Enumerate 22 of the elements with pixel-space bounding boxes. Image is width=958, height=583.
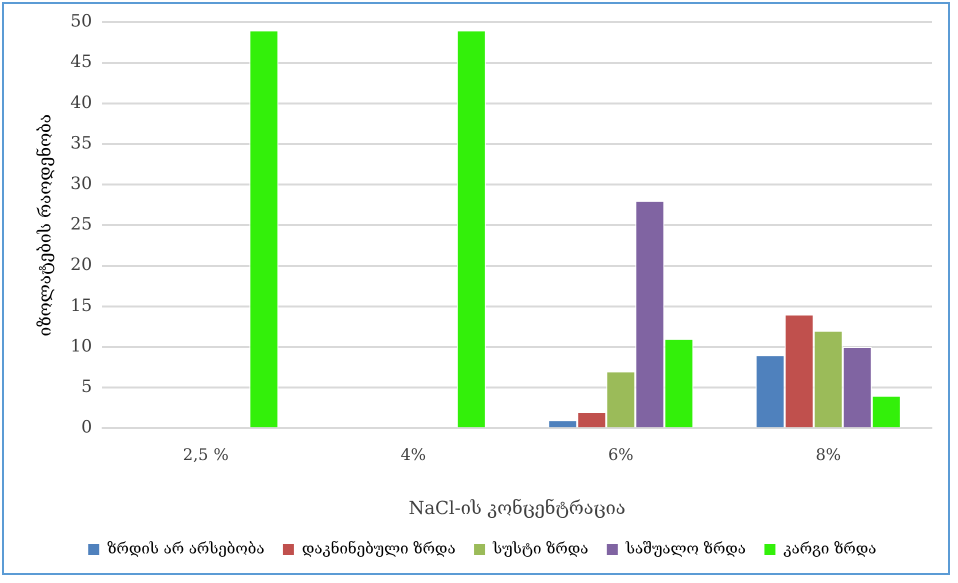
- y-tick-label: 25: [70, 214, 92, 235]
- y-axis-title: იზოლატების რაოდენობა: [36, 114, 56, 336]
- y-tick-label: 20: [70, 255, 92, 276]
- y-tick-label: 30: [70, 174, 92, 194]
- y-tick-label: 0: [81, 418, 92, 438]
- legend-label: დაკნინებული ზრდა: [302, 539, 456, 558]
- x-tick-label: 8%: [816, 444, 841, 464]
- x-tick-label: 2,5 %: [182, 444, 229, 464]
- y-tick-label: 15: [70, 296, 92, 316]
- x-tick-label: 6%: [608, 444, 634, 464]
- y-tick-label: 10: [70, 336, 92, 356]
- y-tick-label: 50: [70, 12, 92, 32]
- y-tick-label: 40: [70, 92, 92, 113]
- x-axis-title: NaCl-ის კონცენტრაცია: [408, 498, 626, 519]
- x-tick-label: 4%: [400, 444, 426, 464]
- legend-label: საშუალო ზრდა: [624, 539, 746, 558]
- y-tick-label: 5: [81, 377, 92, 398]
- y-tick-label: 35: [70, 133, 92, 154]
- legend-label: ზრდის არ არსებობა: [107, 539, 264, 558]
- y-tick-label: 45: [70, 52, 92, 72]
- legend-label: სუსტი ზრდა: [492, 539, 588, 558]
- legend-label: კარგი ზრდა: [783, 539, 876, 558]
